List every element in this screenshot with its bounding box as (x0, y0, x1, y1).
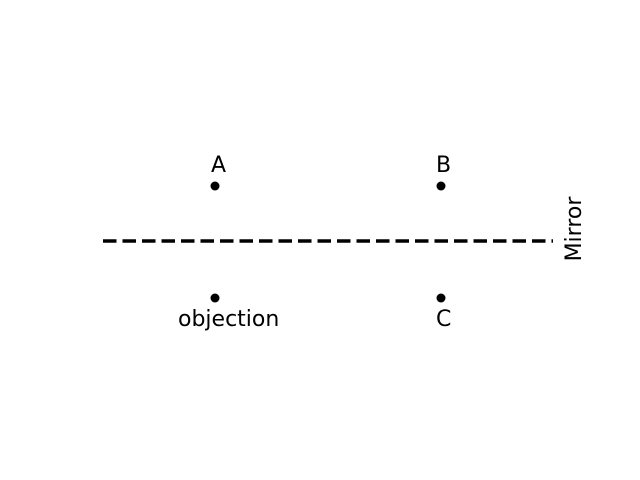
point-a-dot (210, 181, 220, 191)
point-objection-dot (210, 293, 220, 303)
point-b-label: B (436, 153, 451, 178)
point-b-dot (436, 181, 446, 191)
point-c-dot (436, 293, 446, 303)
mirror-label: Mirror (562, 196, 587, 262)
point-objection-label: objection (178, 307, 279, 332)
point-a-label: A (211, 153, 226, 178)
point-c-label: C (436, 307, 451, 332)
